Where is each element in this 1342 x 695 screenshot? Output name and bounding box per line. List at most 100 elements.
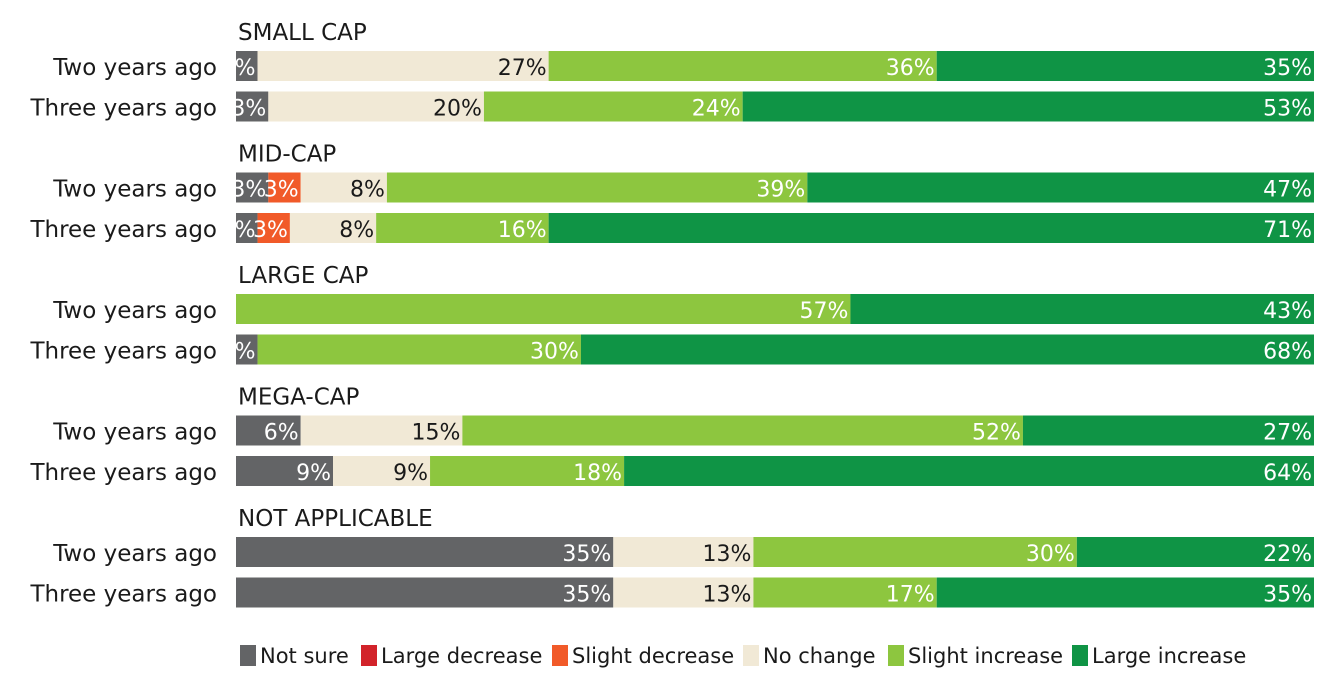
data-label: 35% <box>1263 56 1312 81</box>
legend-swatch-not-sure <box>240 645 256 666</box>
legend-swatch-large-decrease <box>361 645 377 666</box>
data-label: 8% <box>339 218 374 243</box>
legend-swatch-slight-decrease <box>552 645 568 666</box>
data-label: 2% <box>221 56 256 81</box>
bar-segment-no-change <box>613 577 754 608</box>
data-label: 24% <box>692 97 741 122</box>
data-label: 43% <box>1263 299 1312 324</box>
row-label: Three years ago <box>29 460 217 486</box>
data-label: 3% <box>253 218 288 243</box>
data-label: 30% <box>530 340 579 365</box>
bar-segment-large-increase <box>1076 537 1314 567</box>
bar-segment-slight-increase <box>430 456 625 486</box>
bar-segment-not-sure <box>236 577 614 608</box>
bar-segment-slight-increase <box>376 213 549 243</box>
bar-segment-no-change <box>268 91 484 122</box>
bar-segment-not-sure <box>236 91 269 122</box>
bar-segment-slight-decrease <box>268 172 301 203</box>
data-label: 9% <box>393 461 428 486</box>
row-label: Three years ago <box>29 339 217 365</box>
bar-segment-no-change <box>289 213 377 243</box>
legend-swatch-large-increase <box>1072 645 1088 666</box>
bar-segment-no-change <box>300 172 387 203</box>
data-label: 3% <box>231 178 266 203</box>
data-label: 27% <box>498 56 547 81</box>
data-label: 35% <box>562 583 611 608</box>
bar-segment-not-sure <box>236 213 258 243</box>
bar-segment-not-sure <box>236 172 269 203</box>
data-label: 6% <box>264 421 299 446</box>
data-label: 35% <box>562 542 611 567</box>
data-label: 16% <box>498 218 547 243</box>
bar-segment-no-change <box>257 51 549 81</box>
data-label: 13% <box>703 583 752 608</box>
data-label: 9% <box>296 461 331 486</box>
data-label: 3% <box>231 97 266 122</box>
group-title-mega-cap: MEGA-CAP <box>238 385 360 411</box>
row-label: Two years ago <box>52 541 217 567</box>
data-label: 47% <box>1263 178 1312 203</box>
legend-swatch-no-change <box>743 645 759 666</box>
bar-segment-large-increase <box>624 456 1314 486</box>
bar-segment-slight-decrease <box>257 213 290 243</box>
bar-segment-slight-increase <box>386 172 808 203</box>
bar-segment-slight-increase <box>462 415 1023 446</box>
row-label: Two years ago <box>52 420 217 446</box>
data-label: 71% <box>1263 218 1312 243</box>
bar-segment-large-increase <box>936 51 1314 81</box>
bar-segment-not-sure <box>236 537 614 567</box>
bar-segment-large-increase <box>580 334 1314 365</box>
data-label: 15% <box>411 421 460 446</box>
data-label: 2% <box>221 218 256 243</box>
group-title-not-applicable: NOT APPLICABLE <box>238 506 433 532</box>
legend-label-slight-increase: Slight increase <box>908 644 1063 668</box>
bar-segment-not-sure <box>236 456 334 486</box>
data-label: 53% <box>1263 97 1312 122</box>
group-title-large-cap: LARGE CAP <box>238 263 369 289</box>
bar-segment-large-increase <box>742 91 1314 122</box>
legend-swatch-slight-increase <box>888 645 904 666</box>
row-label: Two years ago <box>52 298 217 324</box>
bar-segment-large-increase <box>936 577 1314 608</box>
legend-label-large-increase: Large increase <box>1092 644 1246 668</box>
bar-segment-slight-increase <box>753 577 937 608</box>
data-label: 20% <box>433 97 482 122</box>
data-label: 2% <box>221 340 256 365</box>
bar-segment-not-sure <box>236 415 301 446</box>
data-label: 22% <box>1263 542 1312 567</box>
bar-segment-no-change <box>613 537 754 567</box>
legend-label-no-change: No change <box>763 644 876 668</box>
data-label: 17% <box>886 583 935 608</box>
data-label: 68% <box>1263 340 1312 365</box>
group-title-mid-cap: MID-CAP <box>238 142 336 168</box>
row-label: Three years ago <box>29 582 217 608</box>
bar-segment-slight-increase <box>753 537 1077 567</box>
data-label: 39% <box>756 178 805 203</box>
row-label: Three years ago <box>29 217 217 243</box>
data-label: 30% <box>1026 542 1075 567</box>
bar-segment-slight-increase <box>548 51 937 81</box>
bar-segment-not-sure <box>236 334 258 365</box>
data-label: 35% <box>1263 583 1312 608</box>
bar-segment-not-sure <box>236 51 258 81</box>
row-label: Two years ago <box>52 177 217 203</box>
data-label: 52% <box>972 421 1021 446</box>
bar-segment-no-change <box>333 456 431 486</box>
bar-segment-large-increase <box>548 213 1314 243</box>
group-title-small-cap: SMALL CAP <box>238 20 367 46</box>
data-label: 3% <box>264 178 299 203</box>
legend-label-slight-decrease: Slight decrease <box>572 644 734 668</box>
bar-segment-no-change <box>300 415 463 446</box>
data-label: 27% <box>1263 421 1312 446</box>
bar-segment-slight-increase <box>257 334 581 365</box>
data-label: 13% <box>703 542 752 567</box>
data-label: 36% <box>886 56 935 81</box>
bar-segment-slight-increase <box>483 91 743 122</box>
bar-segment-slight-increase <box>236 294 851 324</box>
data-label: 57% <box>800 299 849 324</box>
data-label: 64% <box>1263 461 1312 486</box>
row-label: Two years ago <box>52 55 217 81</box>
row-label: Three years ago <box>29 96 217 122</box>
